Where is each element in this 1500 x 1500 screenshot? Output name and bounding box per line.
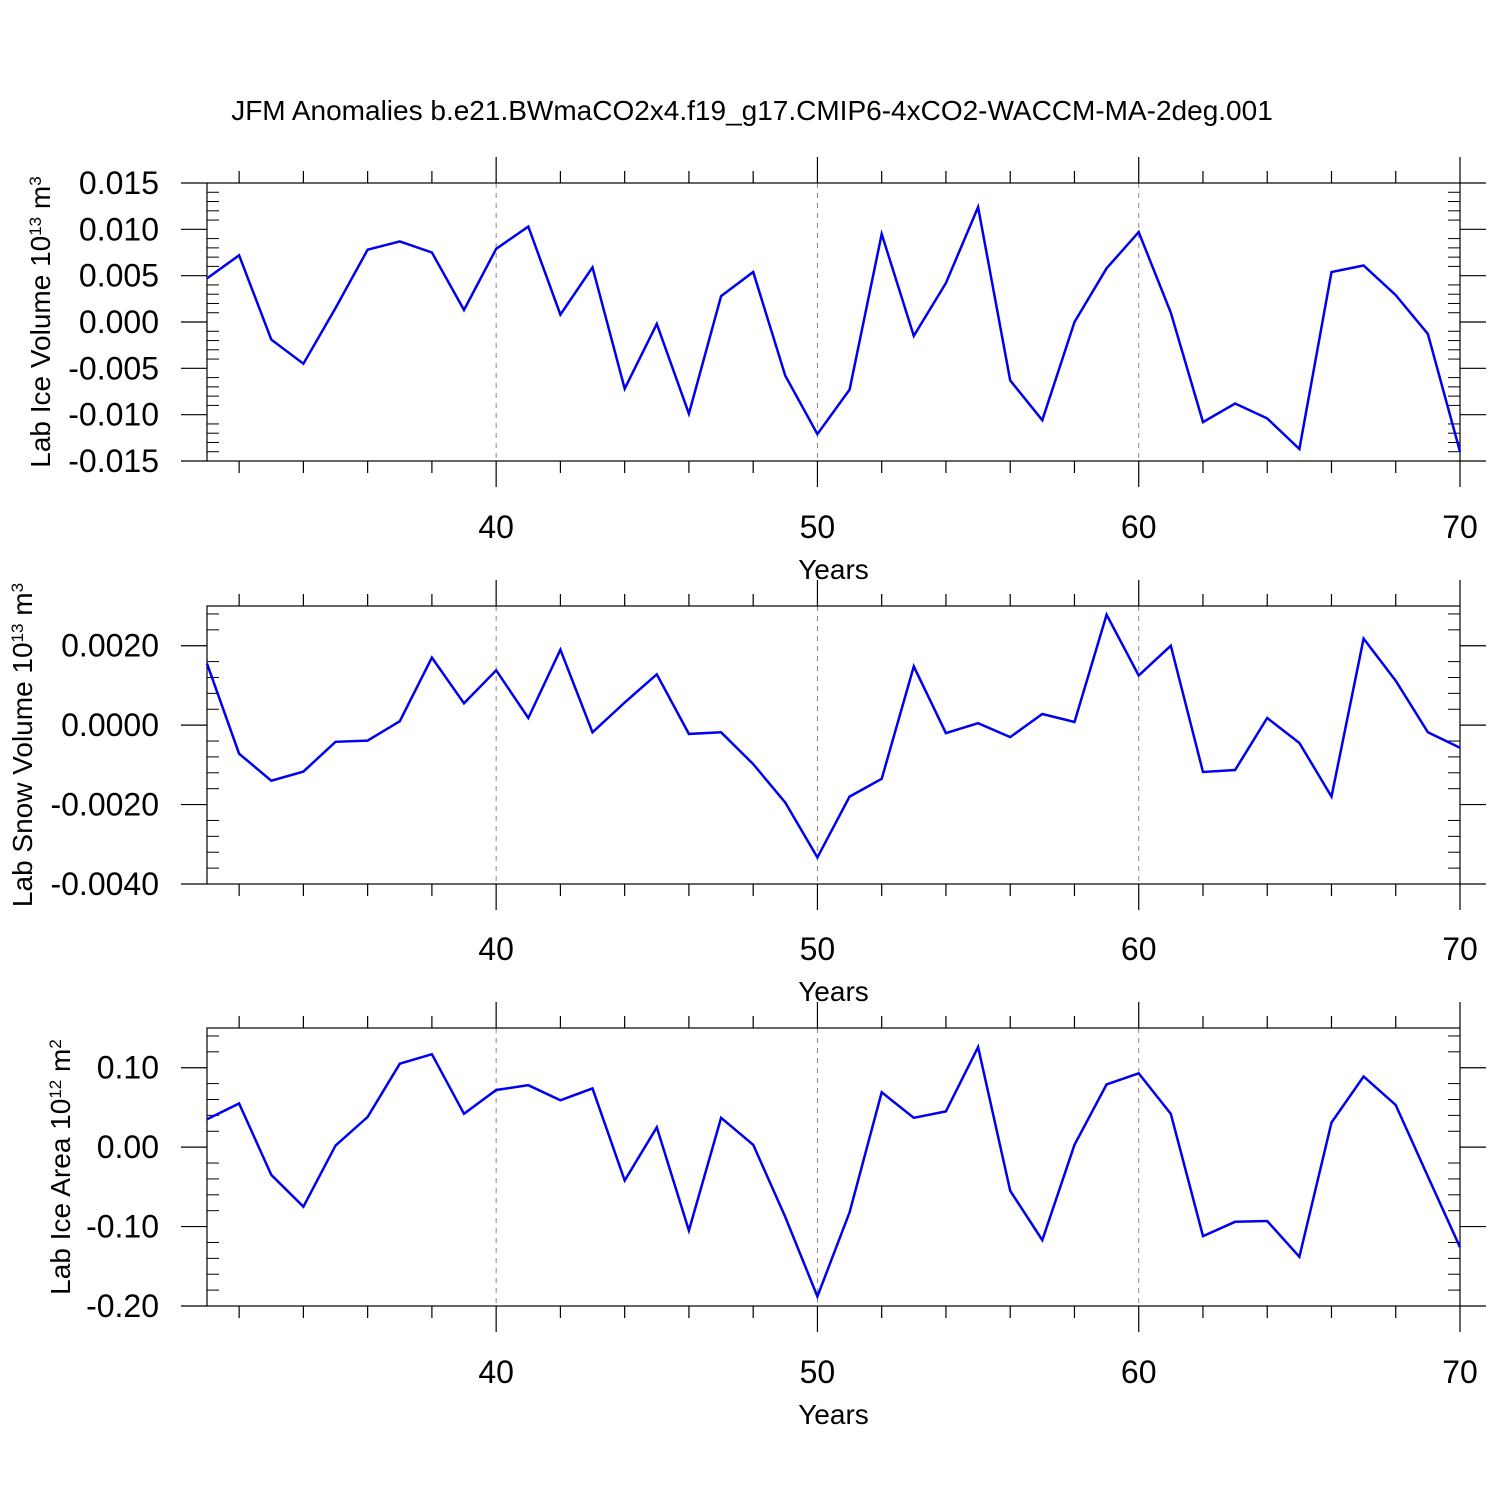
y-tick-label: -0.015 — [68, 443, 159, 479]
series-line-1 — [206, 1043, 1462, 1300]
y-tick-label: 0.0020 — [61, 628, 159, 664]
x-tick-label: 70 — [1442, 931, 1478, 967]
x-tick-label: 40 — [478, 509, 514, 545]
x-tick-label: 60 — [1121, 509, 1157, 545]
y-tick-label: -0.0020 — [50, 787, 159, 823]
y-tick-label: 0.005 — [79, 258, 159, 294]
y-axis-label: Lab Ice Area 1012 m2 — [45, 1039, 76, 1295]
y-tick-label: 0.000 — [79, 304, 159, 340]
x-tick-label: 60 — [1121, 931, 1157, 967]
y-label-text: Lab Ice Volume 10 — [25, 236, 56, 468]
y-label-unit: m — [45, 1049, 76, 1080]
x-tick-label: 50 — [800, 509, 836, 545]
x-tick-label: 40 — [478, 931, 514, 967]
y-tick-label: -0.010 — [68, 397, 159, 433]
y-tick-label: -0.0040 — [50, 866, 159, 902]
y-axis-label: Lab Ice Volume 1013 m3 — [25, 176, 56, 467]
x-tick-label: 40 — [478, 1354, 514, 1390]
panel-3: -0.20 -0.10 0.00 0.10 40 50 60 70 Years Lab Ice A… — [45, 1002, 1486, 1430]
y-label-unit-exponent: 2 — [46, 1039, 65, 1048]
x-tick-label: 70 — [1442, 1354, 1478, 1390]
plot-frame — [206, 1027, 1461, 1307]
panel-2: -0.0040 -0.0020 0.0000 0.0020 40 50 60 70 Years L… — [7, 580, 1486, 1007]
panel-1: -0.015 -0.010 -0.005 0.000 0.005 0.010 0.015 40… — [25, 157, 1486, 585]
plot-frame — [206, 605, 1461, 885]
x-tick-label: 50 — [800, 1354, 836, 1390]
x-tick-label: 70 — [1442, 509, 1478, 545]
y-tick-label: 0.0000 — [61, 707, 159, 743]
y-label-text: Lab Snow Volume 10 — [7, 642, 38, 907]
x-axis-label: Years — [798, 976, 869, 1007]
y-tick-label: 0.010 — [79, 211, 159, 247]
y-tick-label: -0.10 — [86, 1209, 159, 1245]
plot-frame — [206, 182, 1461, 462]
y-tick-label: -0.20 — [86, 1288, 159, 1324]
series-line-1 — [206, 202, 1462, 453]
x-tick-label: 50 — [800, 931, 836, 967]
y-tick-label: 0.015 — [79, 165, 159, 201]
y-tick-label: -0.005 — [68, 350, 159, 386]
y-label-exponent: 13 — [8, 624, 27, 643]
chart-title: JFM Anomalies b.e21.BWmaCO2x4.f19_g17.CM… — [231, 95, 1273, 126]
y-label-unit-exponent: 3 — [26, 176, 45, 185]
series-line-1 — [205, 611, 1461, 860]
y-label-unit: m — [7, 592, 38, 623]
x-tick-label: 60 — [1121, 1354, 1157, 1390]
y-axis-label: Lab Snow Volume 1013 m3 — [7, 583, 38, 907]
y-tick-label: 0.00 — [97, 1129, 159, 1165]
y-label-exponent: 12 — [46, 1080, 65, 1099]
x-axis-label: Years — [798, 554, 869, 585]
y-label-exponent: 13 — [26, 217, 45, 236]
y-tick-label: 0.10 — [97, 1050, 159, 1086]
y-label-unit: m — [25, 186, 56, 217]
y-label-text: Lab Ice Area 10 — [45, 1099, 76, 1295]
y-label-unit-exponent: 3 — [8, 583, 27, 592]
x-axis-label: Years — [798, 1399, 869, 1430]
